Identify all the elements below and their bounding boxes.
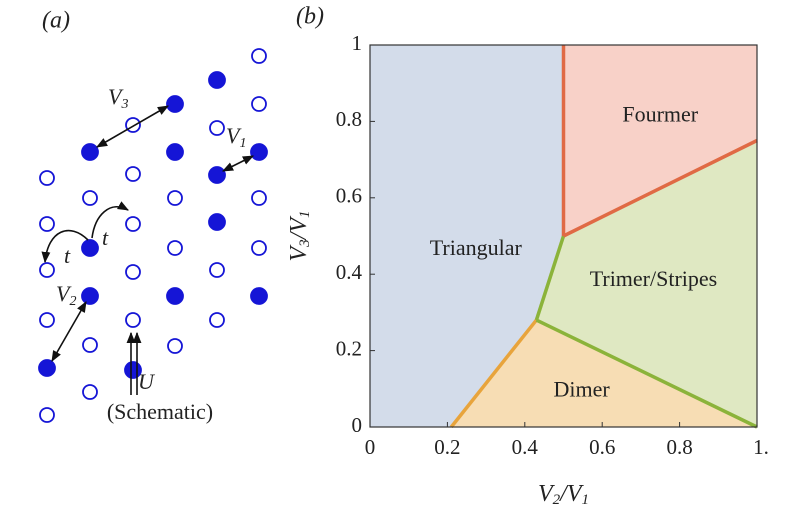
subscript: 2 <box>69 294 76 309</box>
region-label: Dimer <box>553 376 610 401</box>
empty-site <box>125 166 141 182</box>
empty-site <box>251 190 267 206</box>
empty-site <box>167 240 183 256</box>
hop-label: t <box>64 243 71 268</box>
phase-boundary <box>534 235 566 321</box>
filled-site <box>250 143 268 161</box>
y-tick-label: 0 <box>352 413 363 437</box>
plot-frame <box>369 44 758 428</box>
filled-site <box>208 166 226 184</box>
v3-label: V3 <box>108 84 128 112</box>
label-subscript: 3 <box>297 239 313 248</box>
empty-site <box>209 312 225 328</box>
empty-site <box>251 240 267 256</box>
phase-boundary <box>535 318 758 429</box>
filled-site <box>166 287 184 305</box>
hop-arrow <box>41 229 89 264</box>
x-tick-label: 0.6 <box>589 435 615 459</box>
empty-site <box>82 384 98 400</box>
y-axis-label: V3/V1 <box>286 211 314 262</box>
y-tick-label: 0.2 <box>336 336 362 360</box>
empty-site <box>125 264 141 280</box>
symbol: V <box>108 84 124 109</box>
x-tick-label: 0.8 <box>666 435 692 459</box>
filled-site <box>250 287 268 305</box>
phase-region <box>451 320 757 427</box>
lattice <box>38 48 268 423</box>
filled-site <box>208 213 226 231</box>
empty-site <box>167 190 183 206</box>
label-text: /V <box>286 216 312 242</box>
subscript: 3 <box>120 97 128 112</box>
empty-site <box>82 337 98 353</box>
empty-site <box>167 338 183 354</box>
label-text: V <box>538 481 555 507</box>
caption: (Schematic) <box>107 399 213 424</box>
panel-label: (a) <box>42 8 70 34</box>
v1-label: V1 <box>226 123 246 151</box>
empty-site <box>39 312 55 328</box>
label-subscript: 2 <box>553 492 561 508</box>
chart: Triangular Dimer Trimer/Stripes Fourmer 0 0.2… <box>286 4 769 509</box>
label-subscript: 1 <box>582 492 590 508</box>
phase-boundary <box>449 318 538 429</box>
y-tick-label: 0.8 <box>336 107 362 131</box>
label-text: V <box>286 245 312 262</box>
empty-site <box>125 216 141 232</box>
phase-boundary <box>562 138 758 238</box>
x-tick-label: 0.4 <box>512 435 539 459</box>
phase-region <box>563 45 757 236</box>
subscript: 1 <box>239 136 246 151</box>
v2-label: V2 <box>56 281 76 309</box>
phase-region <box>370 45 564 427</box>
v1-arrow <box>221 155 255 172</box>
empty-site <box>39 216 55 232</box>
arrows <box>41 105 255 395</box>
filled-site <box>81 143 99 161</box>
filled-site <box>208 71 226 89</box>
empty-site <box>209 120 225 136</box>
phase-region <box>536 140 757 427</box>
symbol: V <box>56 281 72 306</box>
empty-site <box>251 48 267 64</box>
y-tick-label: 1 <box>352 31 363 55</box>
panel-label: (b) <box>296 4 324 30</box>
hop-arrow <box>91 201 129 239</box>
y-tick-label: 0.6 <box>336 184 362 208</box>
filled-site <box>166 143 184 161</box>
empty-site <box>39 407 55 423</box>
empty-site <box>251 96 267 112</box>
hop-label: t <box>102 225 109 250</box>
x-tick-label: 0.2 <box>434 435 460 459</box>
x-axis-label: V2/V1 <box>538 481 589 509</box>
filled-site <box>81 287 99 305</box>
empty-site <box>82 190 98 206</box>
region-label: Triangular <box>430 235 523 260</box>
empty-site <box>209 262 225 278</box>
filled-site <box>38 359 56 377</box>
x-tick-label: 1. <box>753 435 769 459</box>
empty-site <box>125 312 141 328</box>
label-subscript: 1 <box>297 211 313 219</box>
v3-arrow <box>96 105 169 148</box>
filled-site <box>166 95 184 113</box>
u-label: U <box>138 369 156 394</box>
region-label: Fourmer <box>622 102 698 127</box>
symbol: V <box>226 123 242 148</box>
region-label: Trimer/Stripes <box>590 266 718 291</box>
label-text: /V <box>558 481 584 507</box>
y-tick-label: 0.4 <box>336 260 363 284</box>
v2-arrow <box>51 301 87 362</box>
x-tick-label: 0 <box>365 435 376 459</box>
filled-site <box>81 239 99 257</box>
empty-site <box>39 262 55 278</box>
empty-site <box>39 170 55 186</box>
